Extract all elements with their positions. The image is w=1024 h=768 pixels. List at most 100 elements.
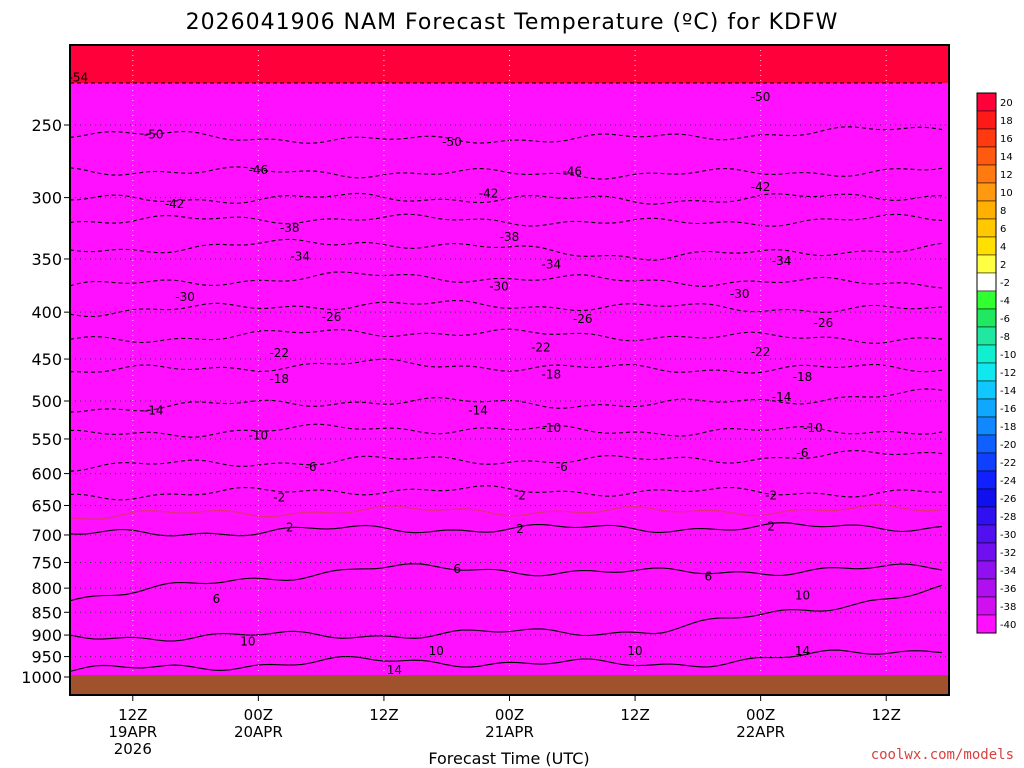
x-tick-label: 00Z [746,706,775,724]
colorbar-label: 4 [1000,242,1006,253]
colorbar-swatch [976,200,997,220]
colorbar-swatch [976,254,997,274]
svg-text:2: 2 [767,519,775,533]
y-tick-label: 400 [31,303,62,322]
colorbar-label: 6 [1000,224,1006,235]
colorbar-swatch [976,236,997,256]
y-tick-label: 800 [31,579,62,598]
svg-text:14: 14 [387,663,402,677]
svg-text:-22: -22 [269,346,289,360]
svg-text:-18: -18 [542,368,562,382]
contour-label: 6 [213,592,221,606]
colorbar-label: 18 [1000,116,1013,127]
svg-text:-14: -14 [144,403,164,417]
svg-text:-46: -46 [562,165,582,179]
contour-label: -42 [165,197,185,211]
y-tick-label: 600 [31,465,62,484]
y-tick-label: 900 [31,626,62,645]
plot-area [70,45,949,695]
y-tick-label: 1000 [21,668,62,687]
freezing-line [70,504,943,520]
y-tick-label: 850 [31,603,62,622]
colorbar-swatch [976,146,997,166]
svg-text:6: 6 [453,562,461,576]
svg-text:-42: -42 [479,187,499,201]
colorbar-swatch [976,416,997,436]
contour-label: -30 [730,287,750,301]
contour-label: -46 [249,163,269,177]
contour-label: -42 [479,187,499,201]
svg-text:-26: -26 [814,316,834,330]
y-tick-label: 950 [31,648,62,667]
svg-text:-22: -22 [531,340,551,354]
contour-label: -30 [489,279,509,293]
svg-text:-30: -30 [489,279,509,293]
svg-text:-42: -42 [751,180,771,194]
contour-label: 14 [387,663,402,677]
x-tick-label: 12Z [369,706,398,724]
colorbar-label: -34 [1000,566,1016,577]
contour-label: 2 [286,521,294,535]
svg-text:-34: -34 [290,250,310,264]
colorbar-label: 8 [1000,206,1006,217]
svg-text:-2: -2 [514,489,526,503]
x-axis-label: Forecast Time (UTC) [428,749,589,768]
colorbar-swatch [976,290,997,310]
colorbar-label: 16 [1000,134,1013,145]
contour-label: -14 [144,403,164,417]
colorbar-label: -30 [1000,530,1016,541]
y-tick-label: 350 [31,250,62,269]
contour-label: 2 [767,519,775,533]
ground-surface [70,675,949,695]
colorbar-swatch [976,578,997,598]
y-tick-label: 700 [31,526,62,545]
svg-text:10: 10 [429,644,444,658]
x-tick-label: 21APR [485,723,534,741]
colorbar-swatch [976,92,997,112]
x-tick-label: 12Z [118,706,147,724]
colorbar-label: -6 [1000,314,1010,325]
y-tick-label: 300 [31,189,62,208]
contour-label: -26 [814,316,834,330]
colorbar-swatch [976,326,997,346]
isotherm-line [70,126,943,144]
colorbar-label: -16 [1000,404,1016,415]
colorbar-label: -18 [1000,422,1016,433]
isotherm-line [70,522,943,537]
y-tick-label: 500 [31,392,62,411]
colorbar-label: -10 [1000,350,1016,361]
colorbar-swatch [976,110,997,130]
colorbar-swatch [976,182,997,202]
y-tick-label: 650 [31,496,62,515]
svg-text:-2: -2 [765,489,777,503]
svg-text:10: 10 [795,589,810,603]
colorbar-legend: 20 18 16 14 12 10 8 6 4 2 -2 -4 -6 -8 -10 -12 -14 -16 -18 -… [976,92,1016,634]
isotherm-line [70,584,943,642]
y-tick-label: 250 [31,116,62,135]
contour-label: -6 [797,446,809,460]
svg-text:-46: -46 [249,163,269,177]
colorbar-label: -24 [1000,476,1016,487]
contour-label: -22 [751,345,771,359]
contour-label: -26 [573,312,593,326]
contour-label: -38 [500,230,520,244]
contour-label: 14 [795,644,810,658]
contour-label: -38 [280,221,300,235]
svg-text:-6: -6 [305,460,317,474]
colorbar-label: 20 [1000,98,1013,109]
contour-label: -14 [468,403,488,417]
isotherm-line [70,388,943,413]
colorbar-swatch [976,614,997,634]
contour-label: -50 [144,127,164,141]
contour-label: -2 [273,490,285,504]
colorbar-swatch [976,452,997,472]
contour-label: -34 [772,254,792,268]
contour-label: -6 [556,460,568,474]
credit-text: coolwx.com/models [871,747,1014,763]
colorbar-swatch [976,398,997,418]
y-tick-label: 550 [31,430,62,449]
colorbar-swatch [976,344,997,364]
svg-text:-10: -10 [542,421,562,435]
colorbar-label: -40 [1000,620,1016,631]
